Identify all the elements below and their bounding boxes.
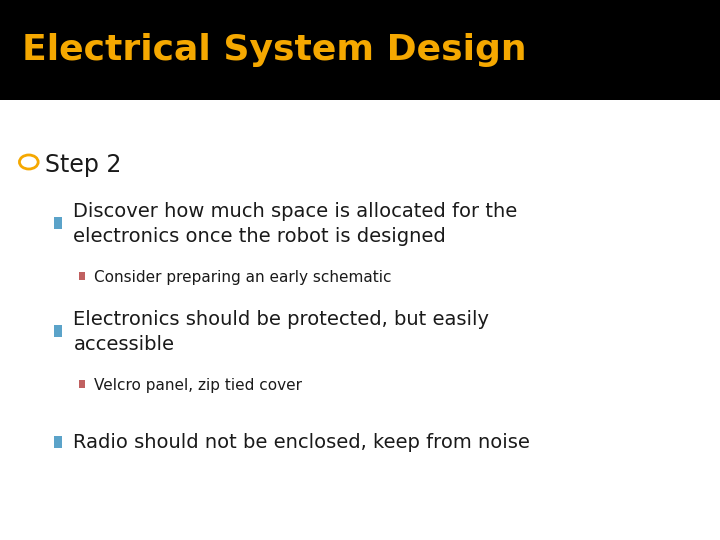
- Text: Electrical System Design: Electrical System Design: [22, 33, 526, 67]
- Text: Radio should not be enclosed, keep from noise: Radio should not be enclosed, keep from …: [73, 433, 531, 453]
- Text: Step 2: Step 2: [45, 153, 121, 177]
- Text: Discover how much space is allocated for the
electronics once the robot is desig: Discover how much space is allocated for…: [73, 202, 518, 246]
- Text: Velcro panel, zip tied cover: Velcro panel, zip tied cover: [94, 377, 302, 393]
- Text: Consider preparing an early schematic: Consider preparing an early schematic: [94, 269, 391, 285]
- Text: Electronics should be protected, but easily
accessible: Electronics should be protected, but eas…: [73, 310, 490, 354]
